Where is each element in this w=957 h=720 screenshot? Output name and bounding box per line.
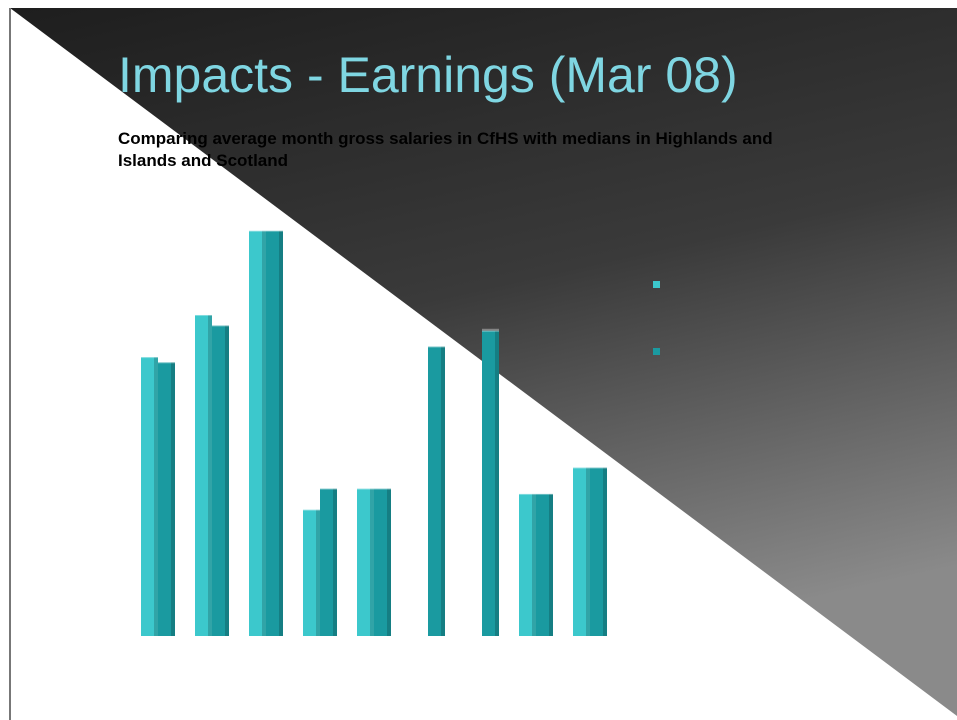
bar-side [370,488,374,636]
bar-top [249,228,266,232]
bar-side [316,509,320,636]
legend-marker [653,281,660,288]
bar-side [171,362,175,636]
bar [482,330,499,636]
bar-top [195,312,212,316]
subtitle: Comparing average month gross salaries i… [118,129,773,170]
bar-side [262,230,266,636]
bar-top [573,465,590,469]
bar-side [279,230,283,636]
bar-side [549,493,553,636]
bar [141,357,158,636]
subtitle-box: Comparing average month gross salaries i… [118,129,773,170]
bar [303,509,320,636]
plot [141,228,660,636]
bar-side [441,346,445,636]
bar [573,467,590,636]
bar-top [428,344,445,348]
bar [249,230,266,636]
bar [212,325,229,636]
bar-side [495,330,499,636]
bar [195,314,212,636]
bar-top [519,491,536,495]
bar-top [303,507,320,511]
bar-top [536,491,553,495]
bar-side [603,467,607,636]
bar [320,488,337,636]
bar [266,230,283,636]
bar-side [225,325,229,636]
bar-side [208,314,212,636]
bar-top [482,328,499,332]
bar [590,467,607,636]
bar-top [212,323,229,327]
bar [536,493,553,636]
bar-top [590,465,607,469]
title: Impacts - Earnings (Mar 08) [118,47,738,103]
bar-top [320,486,337,490]
bar-top [266,228,283,232]
bar-top [141,355,158,359]
bar-top [158,360,175,364]
bar [428,346,445,636]
bar-side [532,493,536,636]
bar-top [357,486,374,490]
bar-side [333,488,337,636]
bar-side [154,357,158,636]
bar [374,488,391,636]
bar [158,362,175,636]
bar [357,488,374,636]
legend-marker [653,348,660,355]
bar-side [586,467,590,636]
bar-side [387,488,391,636]
bar [519,493,536,636]
bar-top [374,486,391,490]
